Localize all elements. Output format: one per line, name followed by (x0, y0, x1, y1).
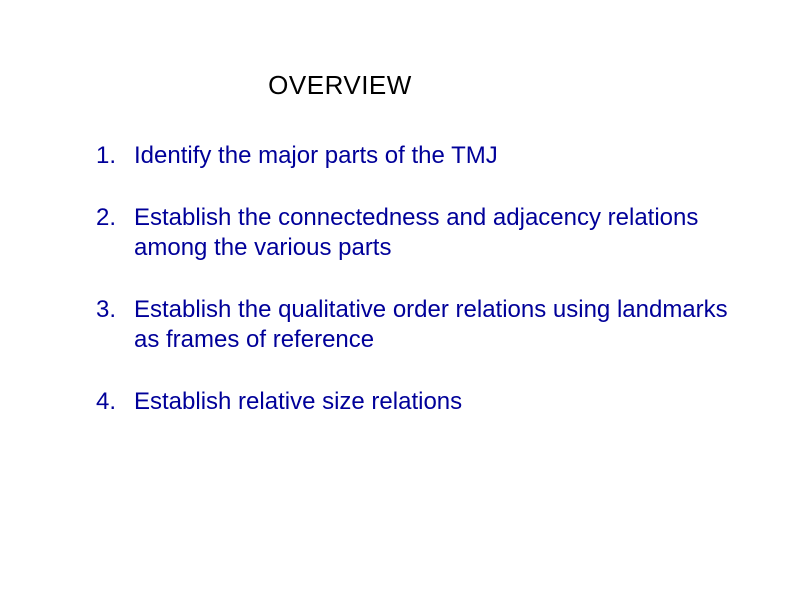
list-item: Identify the major parts of the TMJ (106, 141, 740, 171)
list-item-text: Establish the connectedness and adjacenc… (134, 204, 698, 261)
slide: OVERVIEW Identify the major parts of the… (0, 0, 800, 600)
overview-list: Identify the major parts of the TMJ Esta… (60, 141, 740, 417)
list-item: Establish the connectedness and adjacenc… (106, 203, 740, 263)
list-item: Establish relative size relations (106, 387, 740, 417)
list-item: Establish the qualitative order relation… (106, 295, 740, 355)
slide-title: OVERVIEW (60, 70, 740, 101)
list-item-text: Identify the major parts of the TMJ (134, 142, 498, 169)
list-item-text: Establish relative size relations (134, 388, 462, 415)
list-item-text: Establish the qualitative order relation… (134, 296, 728, 353)
